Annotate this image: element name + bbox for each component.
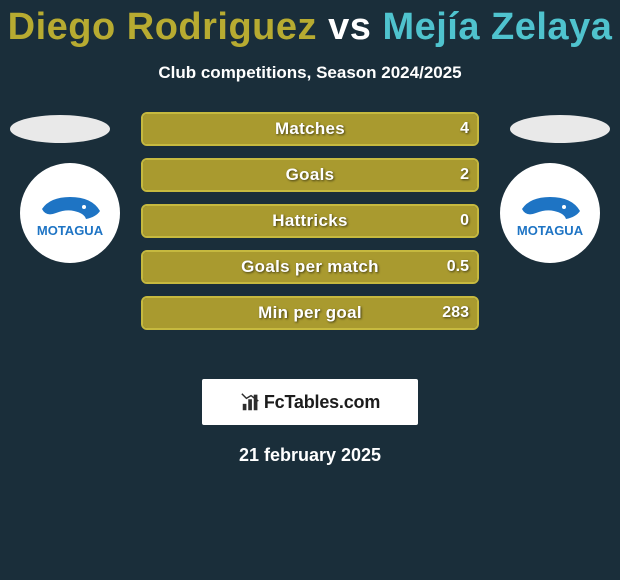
player2-club-badge: MOTAGUA bbox=[500, 163, 600, 263]
stat-bar-row: Matches 4 bbox=[140, 111, 480, 147]
stat-bar-value-right: 2 bbox=[460, 166, 469, 184]
snapshot-date: 21 february 2025 bbox=[0, 445, 620, 466]
stat-bar-value-right: 4 bbox=[460, 120, 469, 138]
subtitle: Club competitions, Season 2024/2025 bbox=[0, 63, 620, 83]
vs-text: vs bbox=[328, 6, 371, 48]
stat-bar-row: Goals 2 bbox=[140, 157, 480, 193]
svg-text:MOTAGUA: MOTAGUA bbox=[37, 223, 104, 238]
stat-bar-value-right: 0 bbox=[460, 212, 469, 230]
stat-bar-row: Min per goal 283 bbox=[140, 295, 480, 331]
stat-bar-value-right: 283 bbox=[442, 304, 469, 322]
player1-avatar-placeholder bbox=[10, 115, 110, 143]
player1-club-badge: MOTAGUA bbox=[20, 163, 120, 263]
stat-bar-label: Min per goal bbox=[258, 303, 362, 323]
stat-bar-label: Goals per match bbox=[241, 257, 379, 277]
stat-bar-row: Hattricks 0 bbox=[140, 203, 480, 239]
player1-name: Diego Rodriguez bbox=[8, 6, 317, 48]
bar-chart-icon bbox=[240, 391, 262, 413]
stat-bar-row: Goals per match 0.5 bbox=[140, 249, 480, 285]
player2-avatar-placeholder bbox=[510, 115, 610, 143]
stat-bar-label: Hattricks bbox=[272, 211, 347, 231]
attribution-box: FcTables.com bbox=[202, 379, 418, 425]
club-logo-icon: MOTAGUA bbox=[510, 183, 590, 243]
comparison-arena: MOTAGUA MOTAGUA Matches 4 Goals 2 Hattricks 0… bbox=[0, 111, 620, 361]
club-logo-icon: MOTAGUA bbox=[30, 183, 110, 243]
svg-text:MOTAGUA: MOTAGUA bbox=[517, 223, 584, 238]
stat-bar-label: Matches bbox=[275, 119, 345, 139]
stat-bar-label: Goals bbox=[286, 165, 335, 185]
attribution-text: FcTables.com bbox=[264, 392, 380, 413]
stat-bar-value-right: 0.5 bbox=[447, 258, 469, 276]
player2-name: Mejía Zelaya bbox=[382, 6, 612, 48]
page-title: Diego Rodriguez vs Mejía Zelaya bbox=[0, 0, 620, 49]
stat-bars: Matches 4 Goals 2 Hattricks 0 Goals per match 0… bbox=[140, 111, 480, 341]
